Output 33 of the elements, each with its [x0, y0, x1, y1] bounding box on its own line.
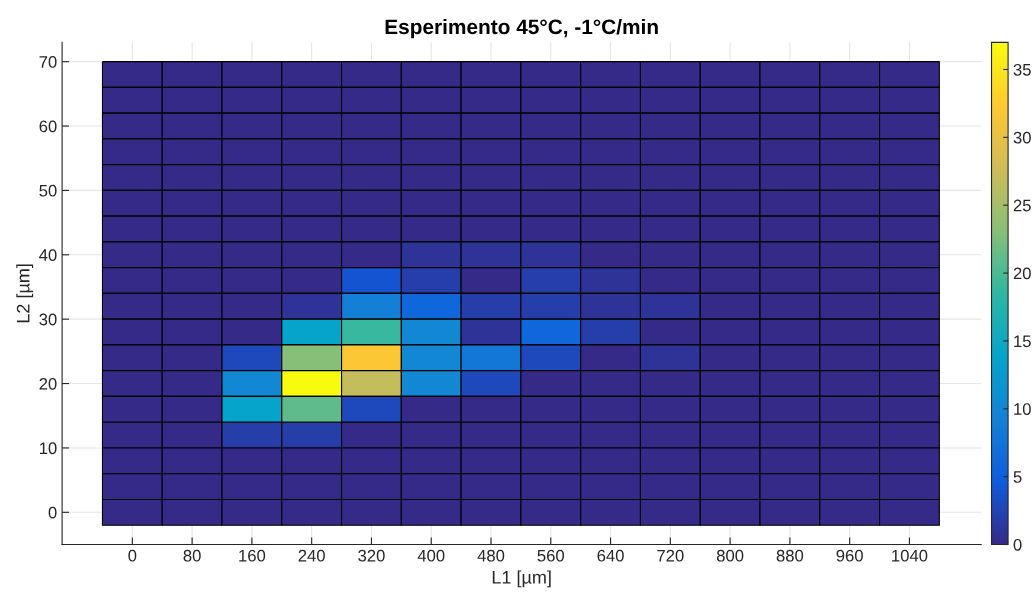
- x-tick-label: 1040: [892, 549, 928, 562]
- y-axis-title: L2 [µm]: [16, 264, 34, 323]
- x-tick-label: 880: [776, 549, 804, 562]
- color-bar-label: 25: [1013, 199, 1031, 212]
- y-tick-label: 10: [39, 442, 57, 455]
- color-bar-label: 0: [1013, 538, 1022, 551]
- y-tick-label: 70: [39, 56, 57, 68]
- color-bar-label: 5: [1013, 471, 1022, 483]
- x-tick-label: 480: [477, 549, 505, 562]
- x-tick-label: 960: [836, 549, 863, 562]
- chart-title: Esperimento 45°C, -1°C/min: [385, 18, 658, 39]
- x-tick-label: 80: [183, 549, 201, 562]
- color-bar-label: 20: [1013, 267, 1031, 280]
- x-tick-label: 720: [657, 549, 684, 562]
- color-bar-label: 30: [1013, 131, 1031, 144]
- color-bar-label: 15: [1014, 335, 1031, 348]
- x-tick-label: 240: [298, 549, 325, 562]
- x-tick-label: 800: [716, 549, 744, 562]
- y-tick-label: 0: [48, 506, 57, 519]
- y-tick-label: 20: [39, 377, 57, 390]
- y-tick-label: 60: [39, 120, 57, 133]
- x-tick-label: 560: [537, 549, 565, 562]
- y-tick-label: 50: [39, 184, 57, 197]
- y-tick-label: 40: [39, 249, 57, 261]
- x-tick-label: 320: [358, 549, 385, 562]
- x-tick-label: 640: [597, 549, 624, 562]
- x-axis-title: L1 [µm]: [492, 570, 551, 588]
- color-bar-label: 35: [1013, 63, 1031, 76]
- y-tick-label: 30: [39, 313, 57, 326]
- x-tick-label: 160: [239, 549, 266, 562]
- color-bar-label: 10: [1014, 403, 1031, 415]
- x-tick-label: 400: [417, 549, 445, 562]
- x-tick-label: 0: [128, 549, 137, 562]
